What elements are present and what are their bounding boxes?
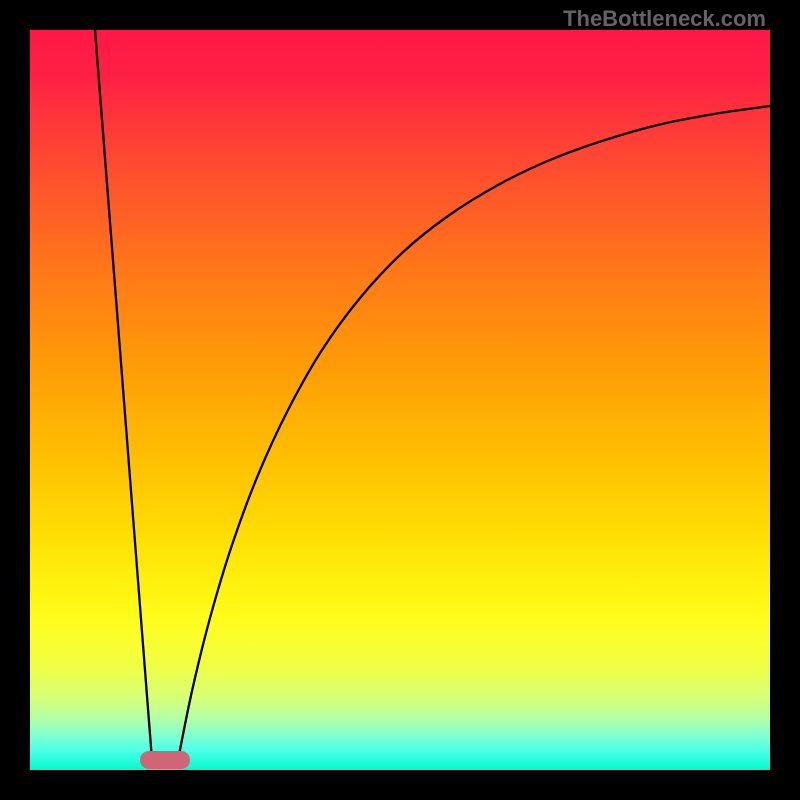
curve-right-segment xyxy=(178,106,770,760)
minimum-marker xyxy=(140,751,190,769)
curve-left-segment xyxy=(95,30,152,760)
curve-overlay xyxy=(0,0,800,800)
chart-container: TheBottleneck.com xyxy=(0,0,800,800)
watermark-label: TheBottleneck.com xyxy=(563,6,766,32)
